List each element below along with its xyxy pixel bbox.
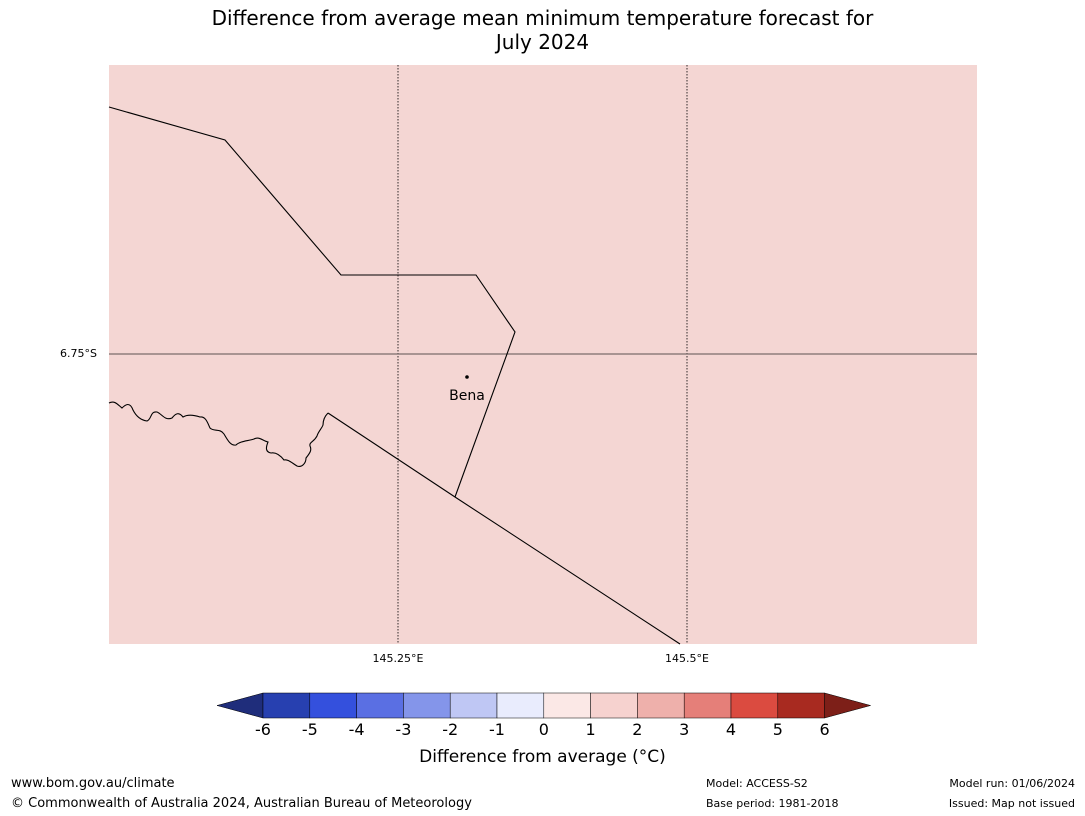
lat-label-6-75s: 6.75°S: [60, 347, 97, 360]
lon-label-145-5e: 145.5°E: [665, 652, 709, 665]
colorbar-tick-label: -5: [301, 720, 318, 739]
colorbar-segment: [543, 692, 591, 719]
bena-marker: [465, 375, 469, 379]
colorbar-segment: [403, 692, 451, 719]
title-line-1: Difference from average mean minimum tem…: [211, 6, 874, 30]
footer-copyright: © Commonwealth of Australia 2024, Austra…: [11, 796, 472, 811]
colorbar-tick-label: 2: [632, 720, 643, 739]
colorbar-tick-label: 4: [725, 720, 737, 739]
river-boundary: [108, 401, 329, 467]
colorbar-segment: [730, 692, 779, 719]
colorbar-tick-label: -2: [442, 720, 459, 739]
colorbar-tick-label: 6: [819, 720, 830, 739]
colorbar-tick-label: 1: [585, 720, 596, 739]
colorbar-segment: [683, 692, 732, 719]
colorbar-tick-label: 5: [772, 720, 783, 739]
colorbar-segment: [590, 692, 638, 719]
colorbar-segment: [356, 692, 404, 719]
colorbar-tick-label: 0: [538, 720, 549, 739]
colorbar-tick-label: -4: [348, 720, 365, 739]
colorbar-label: Difference from average (°C): [419, 747, 666, 767]
footer-url[interactable]: www.bom.gov.au/climate: [11, 776, 175, 791]
colorbar-segments: [216, 692, 872, 719]
footer-model-run: Model run: 01/06/2024: [949, 777, 1075, 790]
colorbar-segment: [449, 692, 498, 719]
title-line-2: July 2024: [495, 30, 590, 54]
map-canvas[interactable]: [0, 0, 1085, 690]
colorbar-tick-label: -3: [395, 720, 412, 739]
province-boundary-north: [108, 106, 516, 498]
colorbar-segment: [777, 692, 825, 719]
colorbar-segment: [309, 692, 357, 719]
colorbar-arrow-high: [824, 692, 872, 719]
colorbar-tick-label: -1: [489, 720, 505, 739]
footer-base-period: Base period: 1981-2018: [706, 797, 839, 810]
footer-issued: Issued: Map not issued: [948, 797, 1075, 810]
colorbar-segment: [262, 692, 311, 719]
colorbar-tick-label: -6: [255, 720, 271, 739]
lon-label-145-25e: 145.25°E: [372, 652, 424, 665]
colorbar-arrow-low: [216, 692, 264, 719]
place-label-bena: Bena: [449, 388, 485, 404]
colorbar-tick-label: 3: [679, 720, 690, 739]
colorbar-segment: [496, 692, 545, 719]
map-title: Difference from average mean minimum tem…: [0, 6, 1085, 54]
colorbar-segment: [637, 692, 685, 719]
footer-model: Model: ACCESS-S2: [706, 777, 808, 790]
province-boundary-south: [327, 412, 681, 645]
